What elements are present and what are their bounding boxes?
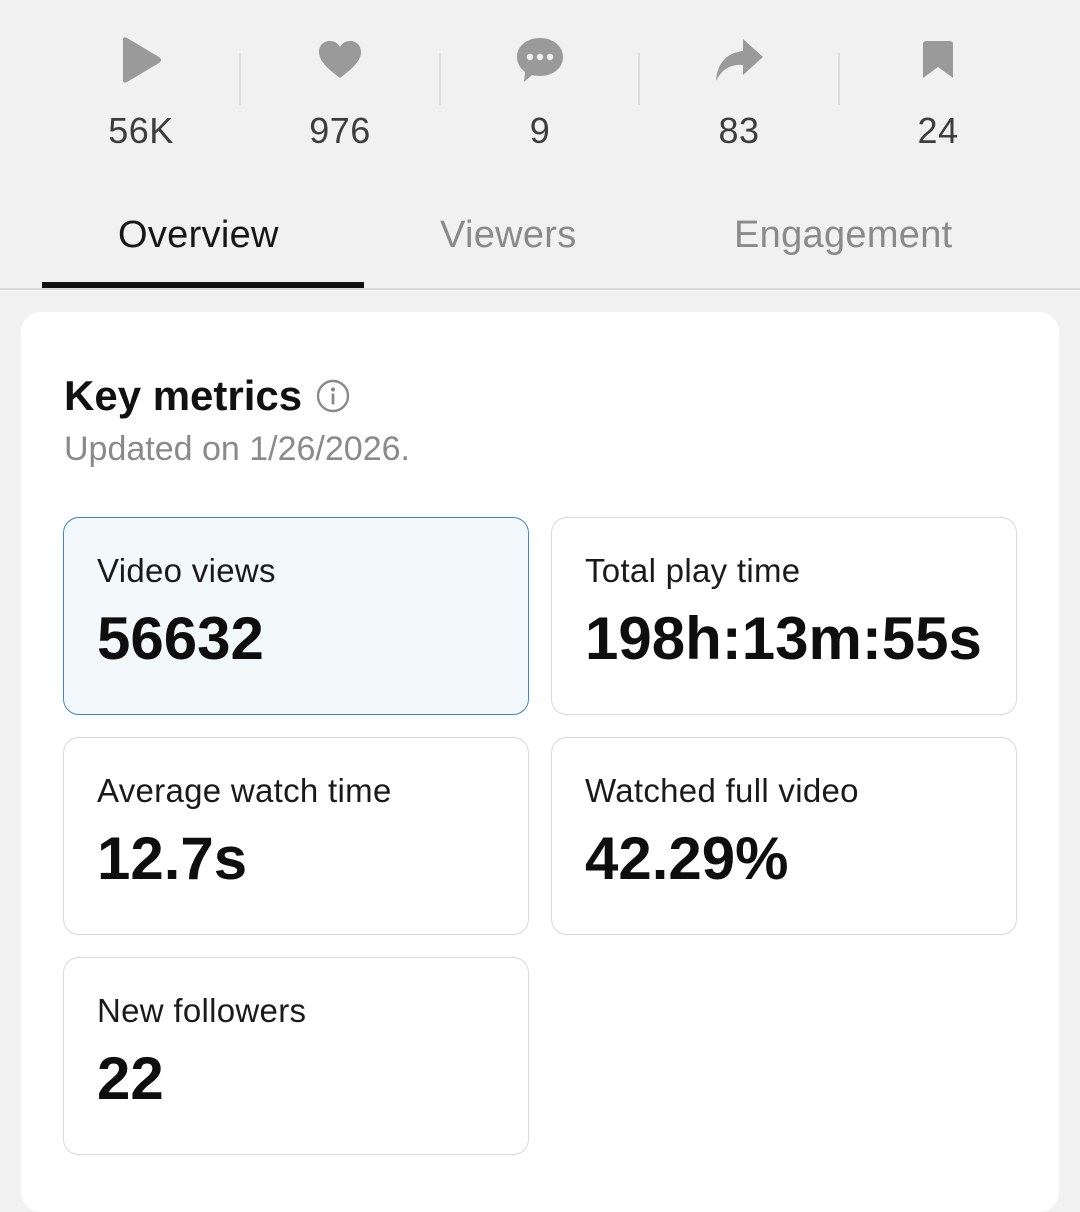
info-icon[interactable] [316, 379, 350, 413]
heart-icon [319, 41, 361, 78]
stat-divider [239, 53, 241, 105]
metric-value: 42.29% [585, 825, 789, 892]
stat-views[interactable]: 56K [41, 30, 241, 152]
stat-divider [439, 53, 441, 105]
metric-video-views[interactable]: Video views 56632 [63, 517, 529, 715]
metric-value: 198h:13m:55s [585, 605, 982, 672]
comment-icon [517, 38, 563, 82]
stat-divider [638, 53, 640, 105]
share-icon [716, 39, 763, 81]
stat-likes[interactable]: 976 [240, 30, 440, 152]
tab-overview[interactable]: Overview [118, 214, 279, 256]
stat-comments[interactable]: 9 [440, 30, 640, 152]
metric-label: Average watch time [97, 772, 392, 809]
metric-value: 56632 [97, 605, 264, 672]
stat-saves-value: 24 [917, 110, 959, 151]
metric-label: Total play time [585, 552, 801, 589]
analytics-tabs: Overview Viewers Engagement [0, 200, 1080, 290]
stat-views-value: 56K [108, 110, 174, 151]
tab-engagement[interactable]: Engagement [734, 214, 953, 256]
updated-date: Updated on 1/26/2026. [64, 430, 410, 468]
metric-average-watch-time[interactable]: Average watch time 12.7s [63, 737, 529, 935]
stat-likes-value: 976 [309, 110, 371, 151]
metric-label: Watched full video [585, 772, 859, 809]
metric-label: New followers [97, 992, 307, 1029]
stat-shares-value: 83 [718, 110, 760, 151]
metric-new-followers[interactable]: New followers 22 [63, 957, 529, 1155]
metric-watched-full-video[interactable]: Watched full video 42.29% [551, 737, 1017, 935]
stat-comments-value: 9 [529, 110, 551, 151]
key-metrics-title: Key metrics [64, 372, 303, 419]
tab-viewers[interactable]: Viewers [440, 214, 577, 256]
key-metrics-header: Key metrics [64, 372, 350, 420]
active-tab-indicator [42, 282, 364, 288]
stat-divider [838, 53, 840, 105]
stat-shares[interactable]: 83 [639, 30, 839, 152]
metric-total-play-time[interactable]: Total play time 198h:13m:55s [551, 517, 1017, 715]
metric-value: 12.7s [97, 825, 248, 892]
video-stats-row: 56K 976 9 83 [0, 0, 1080, 180]
metric-value: 22 [97, 1045, 164, 1112]
bookmark-icon [923, 41, 953, 78]
stat-saves[interactable]: 24 [838, 30, 1038, 152]
key-metrics-card: Key metrics Updated on 1/26/2026. Video … [21, 312, 1059, 1212]
metric-label: Video views [97, 552, 276, 589]
play-icon [123, 37, 161, 83]
